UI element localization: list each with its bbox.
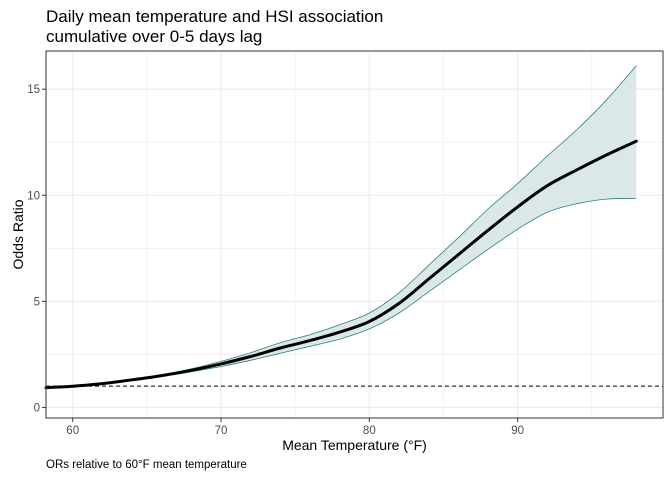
chart-caption: ORs relative to 60°F mean temperature xyxy=(46,459,247,471)
y-tick-label: 15 xyxy=(27,84,40,96)
chart-title: Daily mean temperature and HSI associati… xyxy=(46,7,383,47)
confidence-band xyxy=(46,65,637,388)
chart-subtitle-line: cumulative over 0-5 days lag xyxy=(46,27,263,46)
y-tick-label: 0 xyxy=(34,402,40,414)
chart-title-line: Daily mean temperature and HSI associati… xyxy=(46,7,384,26)
x-tick-label: 80 xyxy=(363,425,376,437)
x-tick-label: 70 xyxy=(215,425,228,437)
x-axis: 60 70 80 90 xyxy=(66,418,524,437)
y-axis: 0 5 10 15 xyxy=(27,84,46,414)
x-tick-label: 60 xyxy=(66,425,79,437)
plot-panel-border xyxy=(45,50,664,419)
odds-ratio-line xyxy=(44,139,638,390)
x-axis-title: Mean Temperature (°F) xyxy=(282,437,427,453)
x-tick-label: 90 xyxy=(511,425,524,437)
y-axis-title: Odds Ratio xyxy=(10,199,26,269)
grid xyxy=(46,51,663,418)
y-tick-label: 10 xyxy=(27,190,40,202)
y-tick-label: 5 xyxy=(34,296,40,308)
plot-panel xyxy=(46,51,663,418)
